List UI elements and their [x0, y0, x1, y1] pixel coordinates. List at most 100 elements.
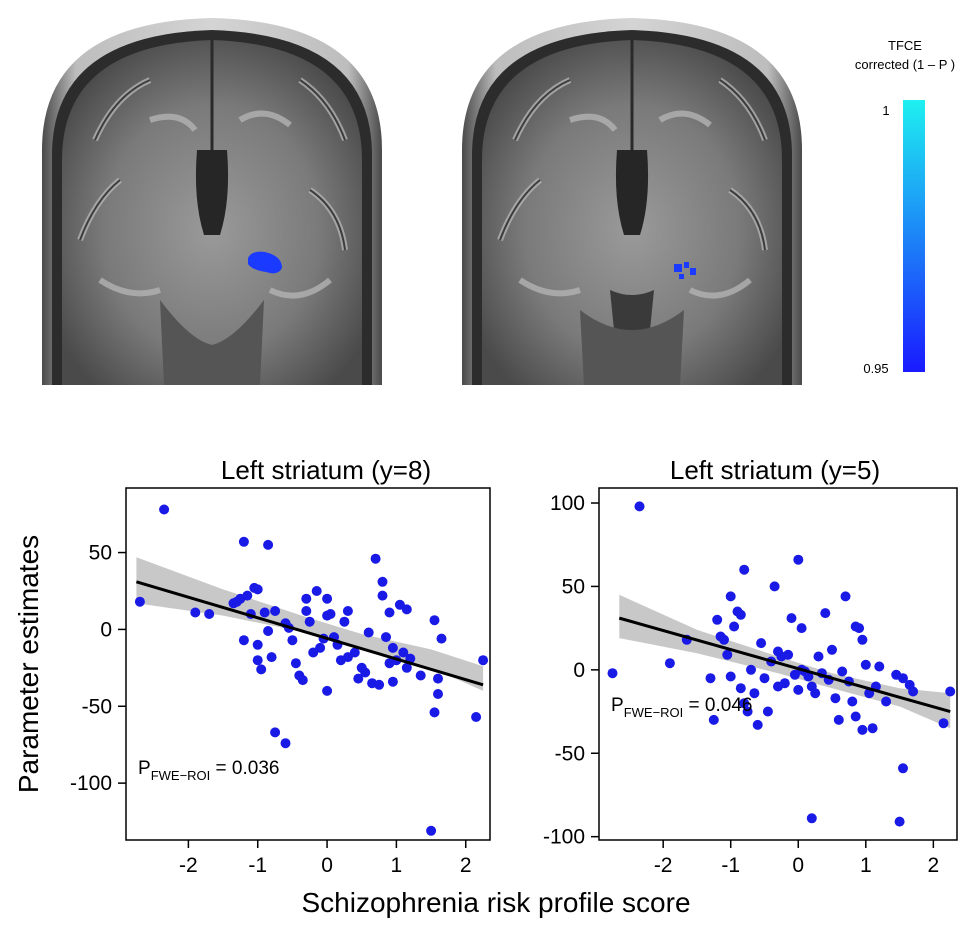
data-point-left-55 [387, 676, 398, 687]
y-axis-ticks-right: 100 50 0 -50 -100 [543, 492, 599, 849]
data-point-left-43 [349, 647, 360, 658]
x-tick-label-left: -1 [248, 854, 267, 877]
data-point-left-28 [304, 616, 315, 627]
data-point-left-62 [415, 670, 426, 681]
pvalue-subscript-left: FWE−ROI [151, 768, 211, 783]
x-tick-label-right: 1 [860, 854, 872, 877]
data-point-left-19 [270, 606, 281, 616]
data-point-right-34 [793, 684, 804, 695]
data-point-left-1 [159, 504, 170, 515]
data-point-right-66 [898, 763, 908, 774]
data-point-right-69 [908, 686, 919, 697]
y-tick-label-right: 0 [573, 659, 585, 682]
data-point-left-71 [270, 727, 281, 738]
data-point-left-46 [360, 667, 371, 678]
brain-slice-right [462, 18, 802, 385]
colorbar-title-line1: TFCE [888, 38, 922, 53]
activation-cluster-right-a [674, 264, 682, 272]
data-point-right-20 [749, 688, 760, 699]
data-point-left-72 [280, 738, 291, 749]
data-point-right-24 [762, 706, 773, 717]
data-point-left-2 [190, 607, 201, 618]
data-point-right-5 [708, 714, 719, 725]
data-point-right-72 [857, 634, 868, 645]
data-point-left-23 [290, 658, 301, 669]
data-point-left-42 [342, 606, 353, 616]
data-point-right-31 [783, 649, 794, 660]
panel-right-title: Left striatum (y=5) [670, 455, 880, 485]
data-point-left-73 [256, 664, 267, 675]
data-point-left-26 [301, 606, 312, 616]
data-point-right-60 [867, 723, 878, 734]
data-point-left-64 [429, 707, 440, 718]
data-point-right-49 [833, 714, 844, 725]
data-point-left-75 [384, 607, 395, 618]
pvalue-annotation-left: PFWE−ROI = 0.036 [138, 758, 279, 783]
data-point-right-16 [739, 564, 750, 575]
data-point-right-11 [725, 591, 736, 602]
scatter-panel-left: Left striatum (y=8) -2 -1 0 1 2 50 0 -50 -100 P… [70, 455, 491, 877]
x-tick-label-left: 2 [460, 854, 472, 877]
x-axis-ticks-left: -2 -1 0 1 2 [179, 840, 472, 877]
data-point-left-33 [322, 593, 333, 604]
data-point-right-67 [898, 673, 908, 684]
y-tick-label-right: -50 [555, 742, 585, 765]
y-tick-label-right: 100 [550, 492, 585, 515]
activation-cluster-right-d [679, 274, 684, 279]
y-tick-label-right: -100 [543, 826, 585, 849]
y-axis-ticks-left: 50 0 -50 -100 [70, 542, 126, 795]
data-point-right-62 [874, 661, 885, 672]
y-tick-label-right: 50 [562, 575, 585, 598]
colorbar-max-label: 1 [882, 103, 889, 118]
data-point-left-31 [315, 642, 326, 653]
data-point-right-50 [837, 666, 848, 677]
data-point-left-40 [339, 616, 350, 627]
data-point-right-9 [722, 649, 733, 660]
colorbar-min-label: 0.95 [863, 361, 888, 376]
data-point-right-17 [739, 698, 750, 709]
data-point-right-8 [719, 634, 729, 645]
panel-left-frame [125, 487, 491, 841]
data-point-left-44 [353, 673, 364, 684]
activation-cluster-right-c [690, 268, 696, 275]
data-point-right-57 [857, 724, 868, 735]
data-point-right-43 [813, 651, 824, 662]
data-point-right-21 [752, 719, 763, 730]
y-tick-label-left: 0 [100, 618, 112, 641]
data-point-right-58 [860, 659, 871, 670]
data-point-right-23 [759, 673, 770, 684]
data-point-left-69 [471, 712, 482, 722]
data-point-left-50 [374, 679, 385, 690]
data-point-left-68 [436, 633, 447, 644]
data-point-right-30 [779, 678, 790, 689]
data-point-right-70 [938, 718, 949, 729]
x-tick-label-right: -2 [654, 854, 673, 877]
y-tick-label-left: -100 [70, 772, 112, 795]
regression-line-left [135, 580, 484, 687]
activation-cluster-right-b [684, 262, 689, 268]
data-point-left-56 [387, 642, 398, 653]
panel-left-title: Left striatum (y=8) [221, 455, 431, 485]
data-point-left-22 [287, 635, 298, 646]
data-point-left-51 [377, 590, 388, 601]
x-tick-label-left: 0 [321, 854, 333, 877]
data-point-right-15 [735, 609, 746, 620]
y-tick-label-left: -50 [82, 695, 112, 718]
data-point-left-63 [426, 825, 437, 836]
x-axis-label: Schizophrenia risk profile score [301, 887, 690, 918]
data-point-right-53 [847, 696, 858, 707]
colorbar-gradient [903, 100, 925, 372]
y-tick-label-left: 50 [89, 542, 112, 565]
data-point-right-19 [746, 664, 756, 675]
data-point-right-6 [712, 614, 723, 625]
data-point-right-42 [810, 688, 821, 699]
data-point-left-52 [377, 576, 388, 587]
data-point-left-8 [242, 590, 253, 601]
data-point-left-18 [266, 652, 277, 663]
data-point-left-36 [325, 609, 336, 619]
data-point-left-15 [259, 607, 270, 618]
data-point-right-45 [820, 608, 831, 619]
pvalue-prefix-right: P [611, 695, 624, 716]
x-tick-label-right: 2 [928, 854, 940, 877]
data-point-right-14 [735, 683, 746, 694]
